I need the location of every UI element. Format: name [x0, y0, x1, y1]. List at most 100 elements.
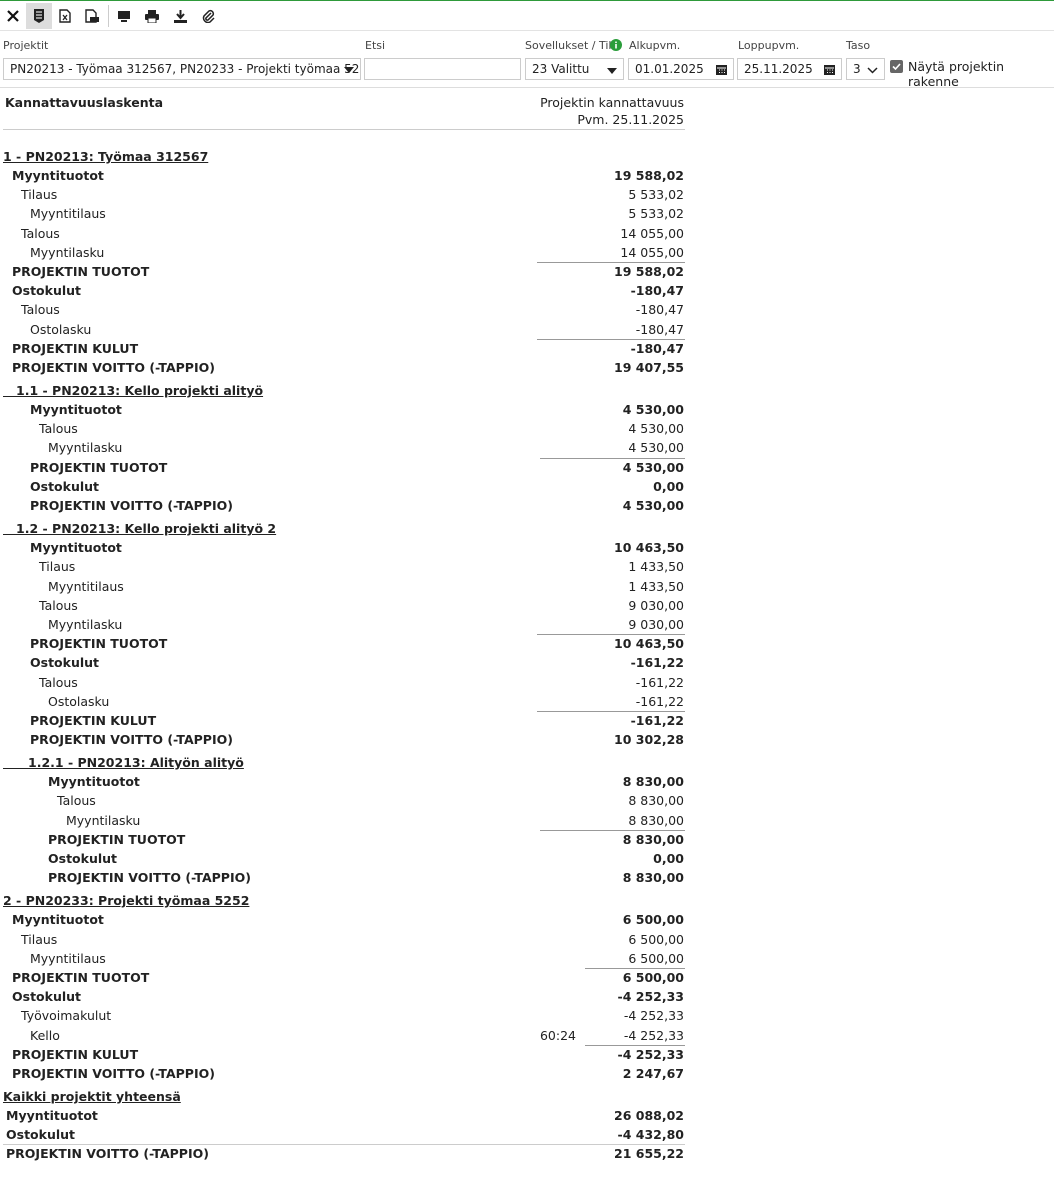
row-label: Myyntituotot: [12, 168, 104, 183]
row-label: PROJEKTIN VOITTO (-TAPPIO): [30, 732, 233, 748]
row-label: Ostokulut: [12, 283, 82, 299]
row-label: PROJEKTIN VOITTO (-TAPPIO): [12, 1065, 215, 1081]
row-label: PROJEKTIN TUOTOT: [30, 459, 168, 475]
separator: [0, 87, 1054, 88]
report-row: PROJEKTIN KULUT -180,47: [0, 338, 690, 358]
report-row: PROJEKTIN KULUT -161,22: [0, 710, 690, 730]
row-value: 4 530,00: [628, 440, 684, 456]
row-label: Talous: [39, 597, 78, 613]
row-value: 4 530,00: [628, 421, 684, 437]
row-label: PROJEKTIN KULUT: [12, 340, 139, 356]
row-value: 6 500,00: [628, 931, 684, 947]
row-label: Myyntituotot: [30, 540, 122, 556]
report-subtitle: Projektin kannattavuus: [540, 95, 684, 110]
row-value: -161,22: [635, 674, 684, 690]
field-label: Loppupvm.: [738, 39, 800, 52]
subtotal-rule: [537, 261, 685, 263]
row-label: Myyntituotot: [12, 912, 104, 928]
section-heading: 1.2.1 - PN20213: Alityön alityö: [0, 753, 690, 772]
select-value: 3: [853, 62, 861, 76]
report-row: Ostokulut -4 252,33: [0, 987, 690, 1006]
screen-button[interactable]: [111, 3, 137, 29]
attachment-button[interactable]: [195, 3, 221, 29]
row-label: Tilaus: [21, 187, 58, 203]
report-row: PROJEKTIN TUOTOT 10 463,50: [0, 634, 690, 653]
print-button[interactable]: [139, 3, 165, 29]
start-date-input[interactable]: 01.01.2025: [628, 58, 734, 80]
section-heading: 1.2 - PN20213: Kello projekti alityö 2: [0, 519, 690, 538]
apps-select[interactable]: 23 Valittu: [525, 58, 624, 80]
row-label: Myyntilasku: [48, 616, 123, 632]
row-label: Myyntilasku: [30, 244, 105, 260]
row-label: PROJEKTIN VOITTO (-TAPPIO): [48, 870, 251, 886]
section-heading-text: 2 - PN20233: Projekti työmaa 5252: [3, 893, 250, 909]
subtotal-rule: [3, 1144, 685, 1146]
excel-button[interactable]: [52, 3, 78, 29]
row-value: -4 252,33: [617, 1046, 684, 1062]
row-value: 5 533,02: [628, 206, 684, 222]
row-value: 10 463,50: [614, 540, 684, 556]
section-heading-text: 1.2.1 - PN20213: Alityön alityö: [28, 755, 244, 771]
field-label: Projektit: [3, 39, 49, 52]
report-row: Tilaus 1 433,50: [0, 557, 690, 576]
row-value: 5 533,02: [628, 187, 684, 203]
row-value: -180,47: [630, 283, 684, 299]
heading-underline: [3, 396, 16, 398]
report-row: Talous 14 055,00: [0, 224, 690, 243]
report-row: Työvoimakulut -4 252,33: [0, 1006, 690, 1025]
row-value: 1 433,50: [628, 578, 684, 594]
report-row: PROJEKTIN VOITTO (-TAPPIO) 4 530,00: [0, 496, 690, 515]
row-value: 8 830,00: [622, 870, 684, 886]
row-value: 19 588,02: [614, 168, 684, 183]
report-rows: 1 - PN20213: Työmaa 312567 Myyntituotot 19…: [0, 147, 690, 1164]
structure-checkbox[interactable]: [890, 60, 903, 73]
end-date-input[interactable]: 25.11.2025: [737, 58, 842, 80]
checkbox-label: Näytä projektin rakenne: [908, 59, 1005, 89]
row-label: Myyntitilaus: [30, 950, 106, 966]
heading-underline: [3, 768, 28, 770]
report-row: Myyntituotot 6 500,00: [0, 910, 690, 929]
report-row: Ostokulut 0,00: [0, 849, 690, 868]
row-value: 4 530,00: [622, 459, 684, 475]
row-label: Myyntituotot: [30, 402, 122, 418]
report-row: Ostolasku -161,22: [0, 692, 690, 711]
row-value: 10 302,28: [614, 732, 684, 748]
report-row: PROJEKTIN VOITTO (-TAPPIO) 2 247,67: [0, 1064, 690, 1083]
row-value: 8 830,00: [628, 793, 684, 809]
info-icon[interactable]: [610, 39, 622, 51]
row-label: Myyntilasku: [48, 440, 123, 456]
report-row: Myyntituotot 19 588,02: [0, 166, 690, 185]
row-value: 21 655,22: [614, 1146, 684, 1162]
report-button[interactable]: [26, 3, 52, 29]
row-label: Talous: [57, 793, 96, 809]
report-date: Pvm. 25.11.2025: [577, 112, 684, 127]
report-row: Myyntituotot 10 463,50: [0, 538, 690, 557]
row-label: Tilaus: [21, 931, 58, 947]
report-row: Ostokulut 0,00: [0, 477, 690, 496]
row-value: 4 530,00: [622, 498, 684, 513]
report-row: Myyntitilaus 1 433,50: [0, 577, 690, 596]
download-button[interactable]: [167, 3, 193, 29]
heading-underline: [3, 534, 16, 536]
pdf-button[interactable]: [79, 3, 105, 29]
report-row: PROJEKTIN TUOTOT 19 588,02: [0, 261, 690, 281]
projects-select[interactable]: PN20213 - Työmaa 312567, PN20233 - Proje…: [3, 58, 361, 80]
report-row: PROJEKTIN VOITTO (-TAPPIO) 21 655,22: [0, 1144, 690, 1163]
row-value: 10 463,50: [614, 636, 684, 652]
row-value: 6 500,00: [622, 969, 684, 985]
row-label: Ostokulut: [12, 989, 82, 1005]
report-row: Talous 8 830,00: [0, 791, 690, 810]
report-row: PROJEKTIN VOITTO (-TAPPIO) 8 830,00: [0, 868, 690, 887]
report-row: PROJEKTIN TUOTOT 8 830,00: [0, 829, 690, 849]
row-value: -180,47: [635, 302, 684, 318]
report-row: Myyntituotot 26 088,02: [0, 1106, 690, 1125]
select-value: PN20213 - Työmaa 312567, PN20233 - Proje…: [10, 62, 361, 76]
close-button[interactable]: [0, 3, 26, 29]
row-hours: 60:24: [539, 1027, 576, 1043]
search-input[interactable]: [364, 58, 521, 80]
subtotal-rule: [537, 634, 685, 636]
level-select[interactable]: 3: [846, 58, 885, 80]
row-label: Talous: [39, 674, 78, 690]
report-row: Talous 9 030,00: [0, 596, 690, 615]
row-label: Ostokulut: [30, 655, 100, 671]
